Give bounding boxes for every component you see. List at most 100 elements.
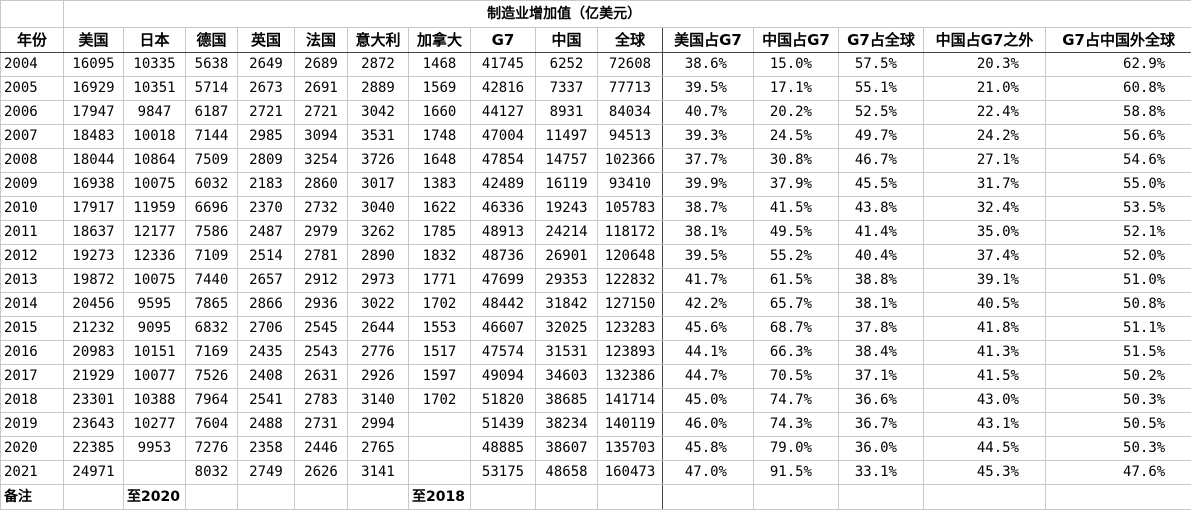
- value-cell: 2657: [238, 269, 295, 293]
- empty-cell: [536, 485, 598, 510]
- value-cell: 10075: [124, 269, 186, 293]
- value-cell: 50.3%: [1046, 437, 1191, 461]
- value-cell: 1569: [409, 77, 471, 101]
- empty-cell: [238, 485, 295, 510]
- value-cell: 42816: [471, 77, 536, 101]
- value-cell: 38.6%: [663, 53, 754, 77]
- value-cell: 20.3%: [924, 53, 1046, 77]
- value-cell: 22385: [64, 437, 124, 461]
- value-cell: 51.1%: [1046, 317, 1191, 341]
- value-cell: 2488: [238, 413, 295, 437]
- value-cell: 2358: [238, 437, 295, 461]
- value-cell: 24.5%: [754, 125, 839, 149]
- value-cell: 1748: [409, 125, 471, 149]
- value-cell: 41.4%: [839, 221, 924, 245]
- empty-cell: [1, 1, 64, 28]
- value-cell: 2721: [295, 101, 348, 125]
- value-cell: 72608: [598, 53, 663, 77]
- value-cell: 2183: [238, 173, 295, 197]
- year-cell: 2010: [1, 197, 64, 221]
- value-cell: 16938: [64, 173, 124, 197]
- value-cell: 49094: [471, 365, 536, 389]
- value-cell: 32.4%: [924, 197, 1046, 221]
- value-cell: 41.5%: [924, 365, 1046, 389]
- empty-cell: [839, 485, 924, 510]
- value-cell: 120648: [598, 245, 663, 269]
- value-cell: 2644: [348, 317, 409, 341]
- value-cell: 38.8%: [839, 269, 924, 293]
- value-cell: 2487: [238, 221, 295, 245]
- value-cell: 46336: [471, 197, 536, 221]
- value-cell: 32025: [536, 317, 598, 341]
- value-cell: 10388: [124, 389, 186, 413]
- value-cell: 45.8%: [663, 437, 754, 461]
- value-cell: 2783: [295, 389, 348, 413]
- value-cell: 2926: [348, 365, 409, 389]
- value-cell: 55.1%: [839, 77, 924, 101]
- empty-cell: [348, 485, 409, 510]
- column-header: G7占全球: [839, 28, 924, 53]
- value-cell: 38.1%: [839, 293, 924, 317]
- value-cell: 44127: [471, 101, 536, 125]
- value-cell: 68.7%: [754, 317, 839, 341]
- value-cell: 10077: [124, 365, 186, 389]
- value-cell: 10335: [124, 53, 186, 77]
- year-cell: 2012: [1, 245, 64, 269]
- value-cell: 44.1%: [663, 341, 754, 365]
- value-cell: 132386: [598, 365, 663, 389]
- value-cell: 6187: [186, 101, 238, 125]
- value-cell: 47.6%: [1046, 461, 1191, 485]
- value-cell: 43.8%: [839, 197, 924, 221]
- value-cell: 55.2%: [754, 245, 839, 269]
- value-cell: 36.0%: [839, 437, 924, 461]
- value-cell: 2781: [295, 245, 348, 269]
- empty-cell: [409, 437, 471, 461]
- value-cell: 3140: [348, 389, 409, 413]
- value-cell: 54.6%: [1046, 149, 1191, 173]
- value-cell: 7144: [186, 125, 238, 149]
- value-cell: 47.0%: [663, 461, 754, 485]
- value-cell: 2872: [348, 53, 409, 77]
- value-cell: 2545: [295, 317, 348, 341]
- value-cell: 29353: [536, 269, 598, 293]
- value-cell: 62.9%: [1046, 53, 1191, 77]
- value-cell: 49.5%: [754, 221, 839, 245]
- year-cell: 2006: [1, 101, 64, 125]
- value-cell: 2543: [295, 341, 348, 365]
- value-cell: 2673: [238, 77, 295, 101]
- value-cell: 6252: [536, 53, 598, 77]
- value-cell: 18044: [64, 149, 124, 173]
- value-cell: 46.7%: [839, 149, 924, 173]
- value-cell: 39.9%: [663, 173, 754, 197]
- empty-cell: [64, 485, 124, 510]
- value-cell: 7865: [186, 293, 238, 317]
- value-cell: 47574: [471, 341, 536, 365]
- year-cell: 2019: [1, 413, 64, 437]
- value-cell: 50.5%: [1046, 413, 1191, 437]
- value-cell: 2732: [295, 197, 348, 221]
- value-cell: 21.0%: [924, 77, 1046, 101]
- value-cell: 45.5%: [839, 173, 924, 197]
- value-cell: 12177: [124, 221, 186, 245]
- value-cell: 8931: [536, 101, 598, 125]
- year-cell: 2014: [1, 293, 64, 317]
- value-cell: 2776: [348, 341, 409, 365]
- value-cell: 3262: [348, 221, 409, 245]
- value-cell: 37.7%: [663, 149, 754, 173]
- empty-cell: [754, 485, 839, 510]
- column-header: 中国占G7: [754, 28, 839, 53]
- value-cell: 5638: [186, 53, 238, 77]
- value-cell: 74.3%: [754, 413, 839, 437]
- value-cell: 21929: [64, 365, 124, 389]
- empty-cell: [409, 461, 471, 485]
- value-cell: 52.1%: [1046, 221, 1191, 245]
- value-cell: 19243: [536, 197, 598, 221]
- value-cell: 2731: [295, 413, 348, 437]
- empty-cell: [663, 485, 754, 510]
